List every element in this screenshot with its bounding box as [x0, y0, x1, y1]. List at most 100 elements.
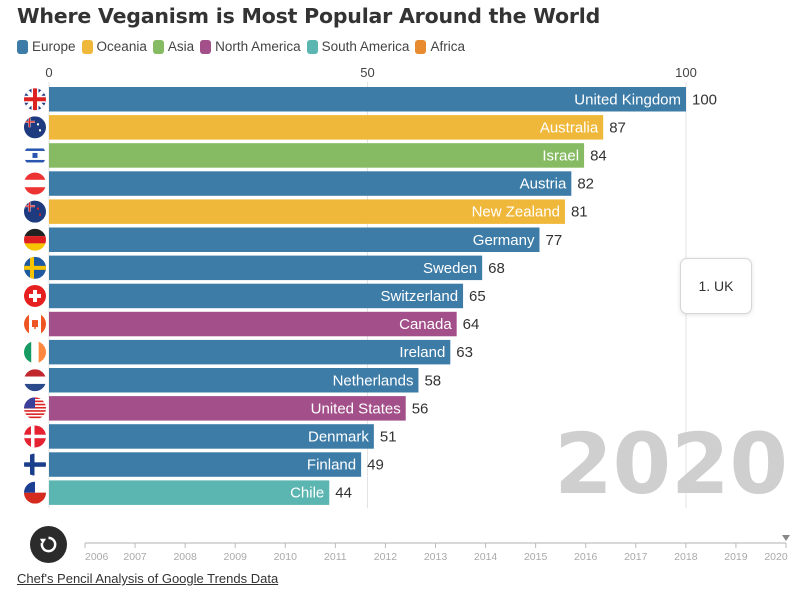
canada-flag-icon — [24, 313, 46, 336]
bar[interactable] — [49, 283, 464, 309]
legend-swatch — [415, 39, 427, 54]
legend-item-south-america[interactable]: South America — [306, 39, 410, 54]
legend-item-europe[interactable]: Europe — [17, 39, 76, 54]
chart-title: Where Veganism is Most Popular Around th… — [17, 4, 601, 28]
timeline-handle[interactable] — [782, 535, 790, 541]
current-year-label: 2020 — [554, 415, 788, 513]
value-label: 100 — [692, 91, 717, 108]
ireland-flag-icon — [24, 341, 46, 364]
legend-item-oceania[interactable]: Oceania — [81, 39, 147, 54]
austria-flag-icon — [24, 172, 46, 195]
bar-label: United Kingdom — [574, 91, 681, 108]
bar-label: Ireland — [399, 344, 445, 361]
bar-row: Netherlands 58 — [24, 368, 441, 393]
source-link[interactable]: Chef's Pencil Analysis of Google Trends … — [17, 571, 279, 586]
bar-row: Canada 64 — [24, 311, 480, 337]
timeline-year-label[interactable]: 2020 — [764, 551, 788, 563]
value-label: 77 — [545, 232, 562, 249]
bar-row: Austria 82 — [24, 171, 594, 196]
finland-flag-icon — [24, 453, 46, 476]
bar-row: Australia 87 — [24, 115, 626, 140]
legend-label: North America — [215, 39, 301, 54]
timeline-year-label[interactable]: 2013 — [424, 551, 448, 563]
timeline-year-label[interactable]: 2014 — [474, 551, 498, 563]
value-label: 58 — [424, 372, 441, 389]
timeline-year-label[interactable]: 2019 — [724, 551, 748, 563]
bar[interactable] — [49, 143, 585, 168]
bar-row: Finland 49 — [24, 452, 384, 477]
bar[interactable] — [49, 227, 540, 253]
value-label: 51 — [380, 428, 397, 445]
bar[interactable] — [49, 368, 419, 393]
bar-label: Canada — [399, 316, 452, 333]
bar-row: Germany 77 — [24, 227, 562, 253]
x-tick-label: 0 — [45, 65, 52, 80]
bar[interactable] — [49, 339, 451, 365]
timeline-year-label[interactable]: 2009 — [224, 551, 248, 563]
bar[interactable] — [49, 424, 374, 449]
value-label: 68 — [488, 260, 505, 277]
tooltip-text: 1. UK — [698, 278, 734, 294]
tooltip: 1. UK — [680, 258, 752, 314]
bar-row: Israel 84 — [24, 143, 607, 168]
value-label: 44 — [335, 485, 352, 502]
bar-label: Israel — [542, 147, 579, 164]
x-tick-label: 100 — [675, 65, 697, 80]
value-label: 63 — [456, 344, 473, 361]
australia-flag-icon — [24, 116, 46, 139]
value-label: 65 — [469, 288, 486, 305]
bar-row: Sweden 68 — [24, 255, 505, 281]
value-label: 56 — [412, 400, 429, 417]
bar[interactable] — [49, 87, 686, 112]
value-label: 64 — [463, 316, 480, 333]
legend-label: Oceania — [96, 39, 147, 54]
bar-label: Netherlands — [333, 372, 414, 389]
switzerland-flag-icon — [24, 284, 46, 307]
legend-label: Asia — [167, 39, 195, 54]
timeline-year-label[interactable]: 2018 — [674, 551, 698, 563]
bar-row: Chile 44 — [24, 480, 352, 505]
bar-label: Germany — [473, 232, 535, 249]
timeline-year-label[interactable]: 2015 — [524, 551, 548, 563]
bar[interactable] — [49, 171, 572, 196]
bar-label: Finland — [307, 457, 356, 474]
bar-row: Denmark 51 — [24, 424, 397, 449]
netherlands-flag-icon — [24, 369, 46, 392]
bar[interactable] — [49, 480, 330, 505]
value-label: 87 — [609, 119, 626, 136]
bar-label: Chile — [290, 485, 324, 502]
bar-label: Sweden — [423, 260, 477, 277]
bar[interactable] — [49, 255, 483, 281]
timeline-year-label[interactable]: 2017 — [624, 551, 648, 563]
legend-label: South America — [321, 39, 410, 54]
timeline-year-label[interactable]: 2016 — [574, 551, 598, 563]
legend-item-africa[interactable]: Africa — [415, 39, 465, 54]
chile-flag-icon — [24, 481, 46, 504]
timeline-year-label[interactable]: 2012 — [374, 551, 398, 563]
timeline-year-label[interactable]: 2006 — [85, 551, 109, 563]
timeline-year-label[interactable]: 2008 — [173, 551, 197, 563]
legend-label: Europe — [32, 39, 76, 54]
legend: Europe Oceania Asia North America South Amer… — [17, 39, 471, 54]
legend-swatch — [17, 39, 28, 54]
legend-label: Africa — [430, 39, 465, 54]
bar[interactable] — [49, 199, 565, 224]
bar[interactable] — [49, 115, 604, 140]
bar-row: Switzerland 65 — [24, 283, 486, 309]
israel-flag-icon — [24, 144, 46, 167]
bar[interactable] — [49, 311, 457, 337]
timeline-year-label[interactable]: 2010 — [274, 551, 298, 563]
value-label: 81 — [571, 204, 588, 221]
legend-item-asia[interactable]: Asia — [152, 39, 195, 54]
timeline-year-label[interactable]: 2007 — [123, 551, 147, 563]
sweden-flag-icon — [24, 256, 46, 279]
bar-label: New Zealand — [472, 204, 560, 221]
replay-icon — [39, 536, 57, 553]
legend-item-north-america[interactable]: North America — [200, 39, 301, 54]
timeline-year-label[interactable]: 2011 — [324, 551, 347, 563]
bar[interactable] — [49, 396, 406, 421]
replay-button[interactable] — [30, 526, 67, 563]
usa-flag-icon — [24, 397, 46, 420]
bar[interactable] — [49, 452, 362, 477]
legend-swatch — [200, 39, 212, 54]
